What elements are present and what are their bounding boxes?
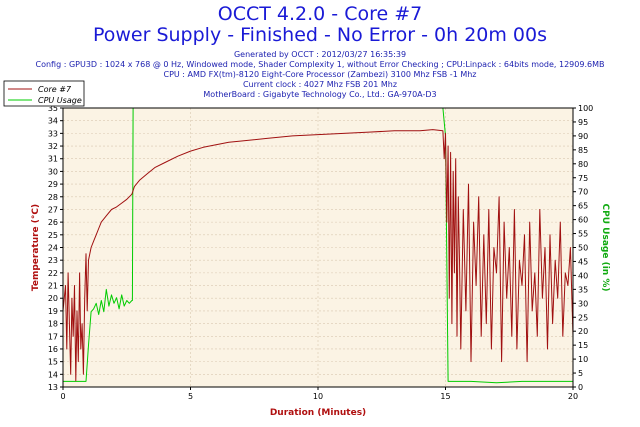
y-left-tick-label: 30 (48, 167, 58, 176)
x-tick-label: 20 (568, 392, 578, 401)
y-left-tick-label: 26 (48, 218, 58, 227)
y-right-tick-label: 25 (578, 313, 588, 322)
y-left-tick-label: 34 (48, 117, 58, 126)
y-right-tick-label: 5 (578, 369, 583, 378)
y-left-tick-label: 25 (48, 231, 58, 240)
y-left-tick-label: 21 (48, 282, 58, 291)
info-motherboard: MotherBoard : Gigabyte Technology Co., L… (203, 90, 437, 99)
y-left-tick-label: 17 (48, 332, 58, 341)
x-tick-label: 15 (440, 392, 450, 401)
series-line (63, 107, 573, 384)
chart-title: OCCT 4.2.0 - Core #7 (217, 3, 423, 25)
y-right-tick-label: 85 (578, 146, 588, 155)
y-left-tick-label: 32 (48, 142, 58, 151)
y-right-tick-label: 100 (578, 104, 593, 113)
legend-box (3, 80, 85, 107)
legend-label-core: Core #7 (38, 85, 72, 94)
y-left-tick-label: 15 (48, 358, 58, 367)
x-axis-ticks: 0 5 10 15 20 (60, 387, 578, 401)
y-right-tick-label: 30 (578, 299, 588, 308)
y-left-tick-label: 28 (48, 193, 58, 202)
series-line (62, 129, 574, 382)
y-right-tick-label: 70 (578, 188, 588, 197)
chart-subtitle: Power Supply - Finished - No Error - 0h … (92, 24, 548, 46)
y-right-tick-label: 80 (578, 160, 588, 169)
y-axis-right-ticks: 0 5 10 15 20 25 30 35 40 45 50 55 60 65 70 75 80 85 90 95 10… (573, 104, 593, 392)
y-left-tick-label: 33 (48, 129, 58, 138)
y-left-tick-label: 24 (48, 244, 58, 253)
y-axis-left-ticks: 13 14 15 16 17 18 19 20 21 22 23 24 25 26 27 28 29 30 31 32… (48, 104, 63, 392)
y-left-tick-label: 18 (48, 320, 58, 329)
x-tick-label: 0 (60, 392, 65, 401)
y-right-tick-label: 35 (578, 285, 588, 294)
x-tick-label: 10 (313, 392, 323, 401)
y-left-tick-label: 29 (48, 180, 58, 189)
y-left-tick-label: 20 (48, 294, 58, 303)
y-right-tick-label: 0 (578, 383, 583, 392)
y-right-tick-label: 15 (578, 341, 588, 350)
y-left-tick-label: 31 (48, 155, 58, 164)
x-axis-label: Duration (Minutes) (270, 408, 366, 418)
info-cpu: CPU : AMD FX(tm)-8120 Eight-Core Process… (163, 70, 477, 79)
legend-label-cpu: CPU Usage (38, 96, 82, 105)
y-right-tick-label: 90 (578, 132, 588, 141)
y-left-tick-label: 23 (48, 256, 58, 265)
info-clock: Current clock : 4027 Mhz FSB 201 Mhz (242, 80, 398, 89)
y-left-tick-label: 19 (48, 307, 58, 316)
y-right-tick-label: 60 (578, 216, 588, 225)
series-cpu-usage (63, 107, 573, 384)
y-left-tick-label: 27 (48, 205, 58, 214)
y-right-tick-label: 45 (578, 257, 588, 266)
y-right-tick-label: 75 (578, 174, 588, 183)
info-config: Config : GPU3D : 1024 x 768 @ 0 Hz, Wind… (35, 60, 605, 69)
y-left-tick-label: 13 (48, 383, 58, 392)
y-axis-right-label: CPU Usage (in %) (600, 204, 610, 292)
y-right-tick-label: 20 (578, 327, 588, 336)
x-tick-label: 5 (188, 392, 193, 401)
y-right-tick-label: 65 (578, 202, 588, 211)
y-left-tick-label: 16 (48, 345, 58, 354)
y-left-tick-label: 35 (48, 104, 58, 113)
y-right-tick-label: 55 (578, 230, 588, 239)
y-right-tick-label: 50 (578, 244, 588, 253)
y-left-tick-label: 14 (48, 370, 58, 379)
series-core-7 (62, 129, 574, 382)
y-right-tick-label: 10 (578, 355, 588, 364)
y-axis-left-label: Temperature (°C) (31, 204, 41, 291)
info-generated: Generated by OCCT : 2012/03/27 16:35:39 (233, 50, 407, 59)
y-left-tick-label: 22 (48, 269, 58, 278)
legend: Core #7 CPU Usage (3, 80, 85, 107)
y-right-tick-label: 95 (578, 118, 588, 127)
y-right-tick-label: 40 (578, 271, 588, 280)
